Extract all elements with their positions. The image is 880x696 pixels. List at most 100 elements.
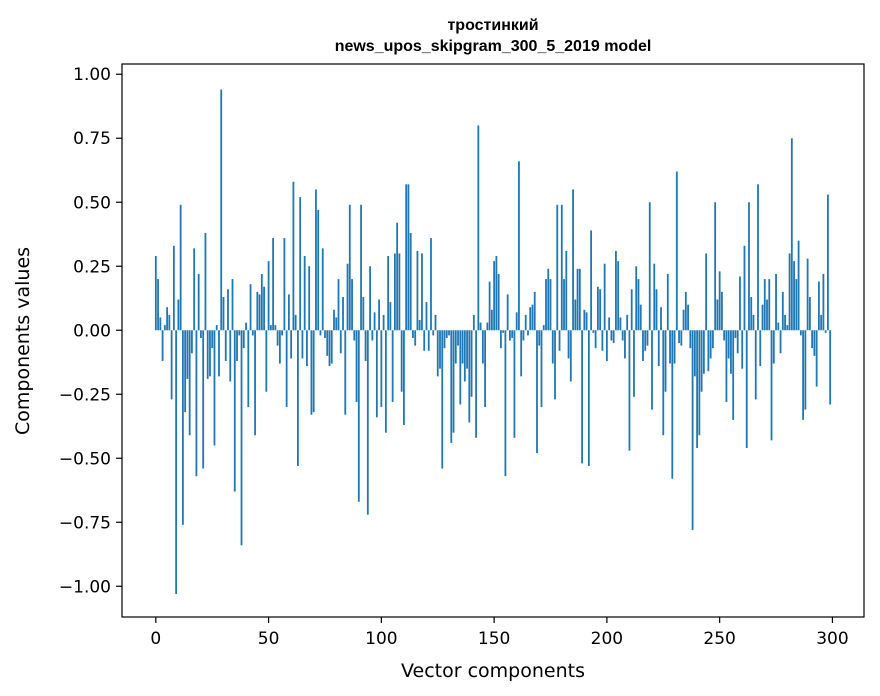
bar-208	[624, 330, 626, 359]
bar-298	[827, 194, 829, 331]
bar-232	[678, 330, 680, 344]
bar-75	[324, 330, 326, 338]
bar-273	[770, 330, 773, 441]
y-tick-label: 1.00	[73, 65, 111, 85]
bar-89	[355, 330, 358, 402]
bar-41	[247, 330, 250, 408]
bar-104	[389, 302, 392, 331]
bar-242	[700, 330, 703, 392]
bar-85	[346, 263, 349, 331]
bar-267	[757, 184, 759, 331]
bar-251	[721, 291, 723, 331]
bar-163	[522, 330, 525, 341]
bar-116	[416, 250, 419, 331]
bar-181	[563, 279, 565, 331]
bar-61	[292, 181, 295, 331]
bar-62	[294, 314, 297, 331]
bar-178	[556, 204, 559, 331]
bar-4	[163, 325, 166, 331]
bar-289	[806, 258, 809, 331]
bar-245	[707, 330, 710, 372]
bar-127	[441, 330, 444, 469]
bar-18	[195, 330, 198, 477]
bar-36	[236, 330, 238, 361]
bar-83	[342, 296, 344, 331]
bar-235	[684, 291, 687, 331]
bars-group	[154, 89, 832, 594]
bar-44	[254, 330, 256, 436]
bar-97	[373, 312, 376, 331]
plot-frame	[121, 63, 865, 618]
bar-121	[427, 330, 430, 351]
bar-227	[666, 273, 669, 331]
bar-277	[779, 330, 782, 354]
bar-271	[766, 299, 768, 331]
bar-266	[754, 330, 757, 400]
bar-198	[601, 330, 604, 351]
bar-86	[348, 204, 351, 331]
bar-119	[423, 330, 426, 351]
bar-193	[590, 230, 592, 331]
bar-29	[220, 89, 223, 331]
bar-144	[479, 322, 482, 331]
bar-254	[727, 330, 730, 359]
y-tick-label: −0.75	[59, 513, 111, 533]
bar-253	[725, 330, 728, 402]
bar-285	[797, 240, 800, 331]
bar-205	[617, 261, 620, 331]
bar-52	[272, 238, 274, 331]
bar-220	[651, 330, 653, 410]
bar-161	[518, 161, 520, 331]
bar-66	[303, 256, 306, 331]
bar-51	[269, 325, 272, 331]
bar-249	[716, 299, 719, 331]
bar-96	[371, 330, 374, 341]
bar-259	[739, 276, 741, 331]
bar-15	[188, 330, 191, 436]
bar-175	[549, 279, 552, 331]
bar-264	[750, 296, 753, 331]
bar-255	[730, 330, 732, 374]
bar-210	[628, 330, 631, 451]
bar-160	[515, 312, 518, 331]
bar-143	[477, 125, 480, 331]
bar-59	[287, 294, 290, 331]
bar-263	[748, 202, 750, 331]
bar-28	[218, 330, 220, 377]
bar-166	[529, 307, 532, 331]
bar-169	[536, 330, 538, 454]
bar-5	[166, 307, 168, 331]
bar-106	[393, 253, 396, 331]
bar-196	[596, 286, 599, 331]
bar-171	[540, 330, 543, 408]
bar-222	[655, 289, 658, 331]
bar-49	[265, 330, 268, 392]
bar-8	[172, 245, 175, 331]
bar-110	[403, 330, 405, 425]
bar-120	[425, 302, 428, 331]
bar-94	[366, 330, 369, 515]
bar-125	[436, 330, 439, 377]
bar-203	[612, 330, 615, 344]
bar-45	[256, 291, 259, 331]
bar-225	[662, 330, 665, 436]
bar-73	[319, 330, 322, 336]
bar-47	[260, 273, 263, 331]
bar-282	[790, 138, 793, 331]
bar-102	[384, 330, 387, 433]
bar-31	[224, 330, 227, 361]
bar-108	[398, 253, 401, 331]
bar-0	[154, 256, 157, 331]
bar-155	[504, 330, 507, 477]
bar-3	[161, 330, 164, 361]
bar-76	[326, 330, 329, 356]
y-tick-label: −0.25	[59, 385, 111, 405]
bar-261	[743, 245, 746, 331]
bar-17	[193, 248, 196, 331]
bar-276	[777, 322, 780, 331]
bar-280	[786, 325, 789, 331]
bar-204	[615, 250, 617, 331]
bar-268	[759, 330, 762, 367]
bar-40	[245, 322, 247, 331]
